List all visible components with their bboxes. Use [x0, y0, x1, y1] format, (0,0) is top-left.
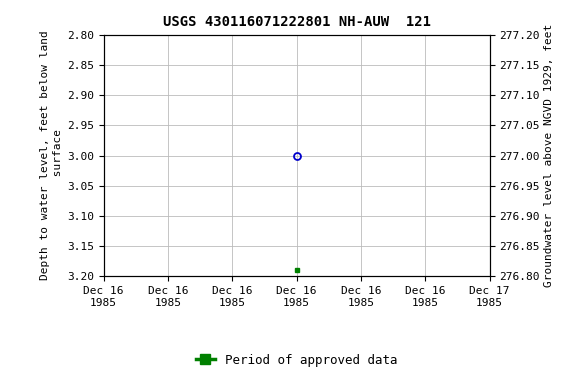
Legend: Period of approved data: Period of approved data [191, 349, 402, 372]
Y-axis label: Depth to water level, feet below land
 surface: Depth to water level, feet below land su… [40, 31, 63, 280]
Title: USGS 430116071222801 NH-AUW  121: USGS 430116071222801 NH-AUW 121 [162, 15, 431, 29]
Y-axis label: Groundwater level above NGVD 1929, feet: Groundwater level above NGVD 1929, feet [544, 24, 554, 287]
